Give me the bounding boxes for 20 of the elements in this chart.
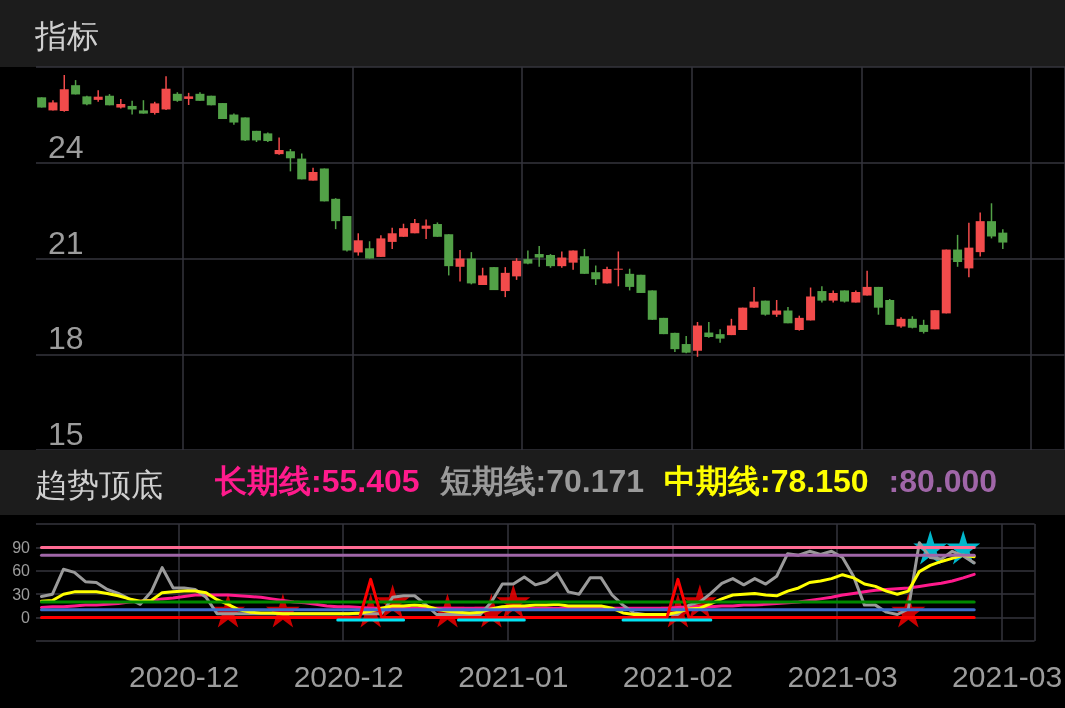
y-tick-label: 60 — [12, 562, 31, 580]
chart-title: 趋势顶底 — [35, 466, 163, 503]
x-tick-label: 2021-02 — [622, 659, 733, 693]
series-label: :80.000 — [888, 462, 998, 499]
x-tick-label: 2020-12 — [129, 659, 240, 693]
y-tick-label: 18 — [48, 320, 84, 357]
y-tick-label: 0 — [21, 609, 31, 627]
y-tick-label: 24 — [48, 128, 84, 165]
y-tick-label: 21 — [48, 224, 84, 261]
x-tick-label: 2020-12 — [293, 659, 404, 693]
text: 短期线:70.171 — [438, 462, 645, 499]
x-tick-label: 2021-03 — [787, 659, 898, 693]
chart-title: 指标 — [34, 17, 99, 54]
x-tick-label: 2021-01 — [458, 659, 569, 693]
text: 长期线:55.405 — [214, 462, 420, 499]
y-tick-label: 90 — [12, 538, 31, 556]
y-tick-label: 15 — [48, 416, 84, 452]
x-tick-label: 2021-03 — [952, 659, 1063, 693]
text: 中期线:78.150 — [664, 462, 869, 499]
y-tick-label: 30 — [12, 585, 31, 603]
